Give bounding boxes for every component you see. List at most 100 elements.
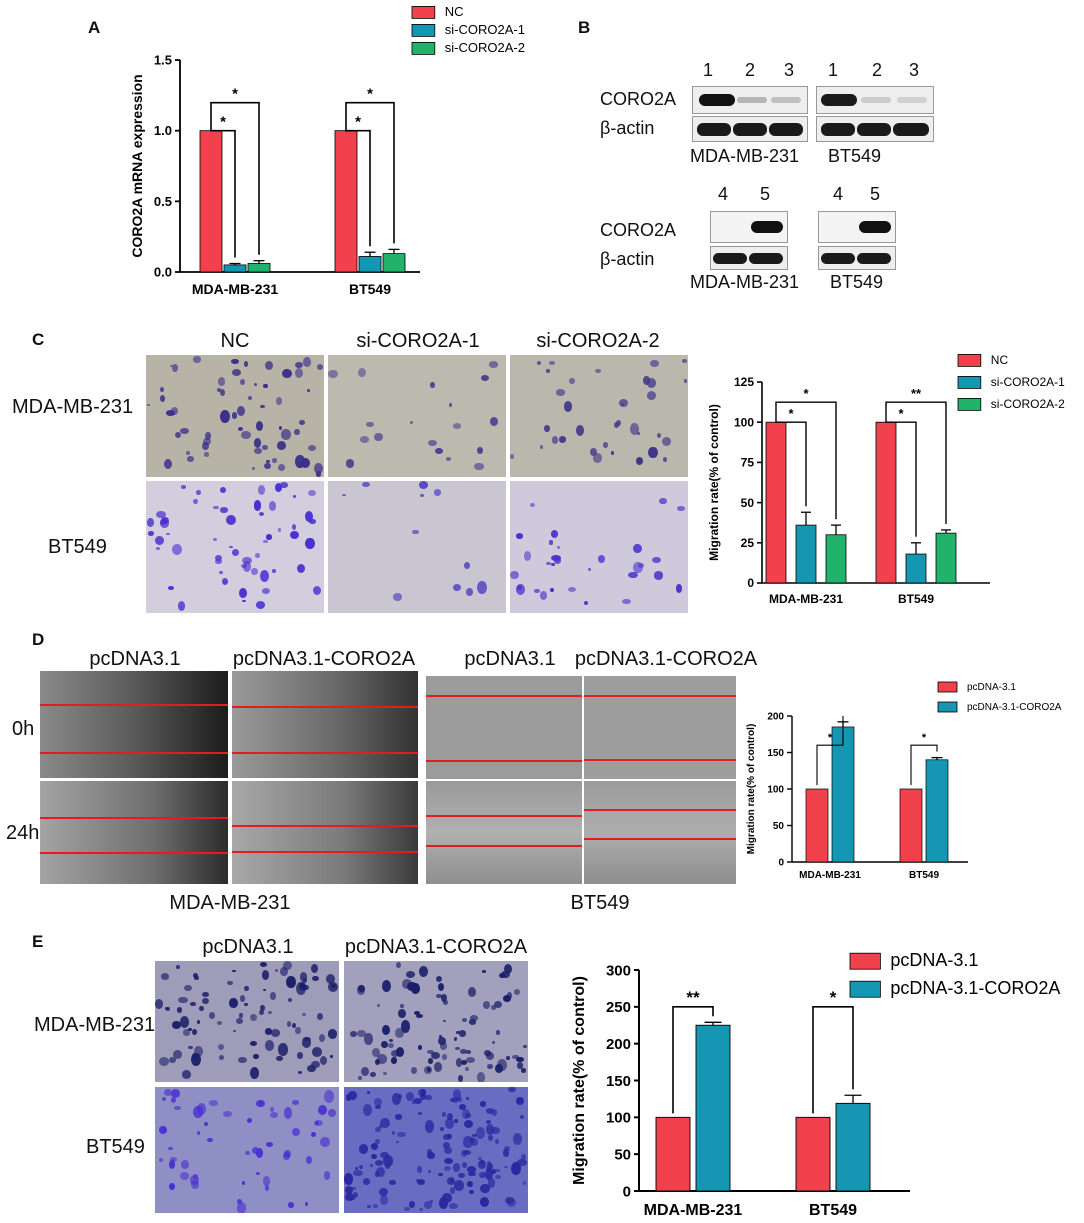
- bar: [805, 788, 829, 863]
- column-label: si-CORO2A-2: [536, 330, 660, 352]
- transwell-micrograph: [328, 481, 506, 613]
- y-tick-label: 50: [773, 821, 785, 832]
- bar: [382, 253, 406, 273]
- lane-number: 1: [703, 60, 714, 80]
- wound-image: [40, 781, 228, 884]
- significance-marker: *: [922, 732, 927, 744]
- y-tick-label: 25: [741, 536, 755, 550]
- y-axis-label: Migration rate(% of control): [746, 724, 757, 855]
- legend-swatch: [957, 353, 982, 367]
- blot-cell-label: MDA-MB-231: [690, 272, 800, 292]
- transwell-micrograph: [155, 961, 339, 1082]
- significance-marker: *: [803, 386, 809, 401]
- blot-strip: [818, 246, 896, 270]
- y-tick-label: 100: [767, 785, 784, 796]
- legend-label: NC: [991, 353, 1009, 367]
- blot-strip: [710, 211, 788, 243]
- column-label: pcDNA3.1-CORO2A: [344, 936, 528, 958]
- panel-letter-d: D: [32, 630, 45, 649]
- legend-label: si-CORO2A-1: [991, 375, 1065, 389]
- wound-image: [40, 671, 228, 778]
- lane-number: 3: [784, 60, 795, 80]
- significance-bracket: [775, 401, 837, 520]
- y-axis-label: Migration rate(% of control): [707, 404, 721, 561]
- legend-swatch: [849, 952, 881, 970]
- blot-strip: [818, 211, 896, 243]
- bar: [875, 421, 897, 584]
- bar: [765, 421, 787, 584]
- legend-swatch: [411, 23, 436, 37]
- transwell-micrograph: [510, 355, 688, 477]
- x-tick-label: MDA-MB-231: [799, 870, 861, 881]
- transwell-micrograph: [344, 1087, 528, 1213]
- bar: [825, 534, 847, 584]
- significance-marker: *: [788, 406, 794, 421]
- x-tick-label: BT549: [898, 592, 934, 606]
- cell-line-label: MDA-MB-231: [169, 892, 291, 914]
- blot-cell-label: BT549: [828, 146, 882, 166]
- lane-number: 1: [828, 60, 839, 80]
- legend-swatch: [937, 701, 958, 713]
- bar: [334, 130, 358, 273]
- blot-row-label: CORO2A: [600, 89, 677, 109]
- significance-bracket: [345, 126, 371, 247]
- y-tick-label: 300: [606, 962, 631, 979]
- bar: [835, 1102, 871, 1192]
- column-label: NC: [220, 330, 250, 352]
- lane-number: 2: [872, 60, 883, 80]
- row-label: 0h: [12, 718, 35, 740]
- chart-a: 0.0 0.5 1.0 1.5 CORO2A mRNA expression MDA-MB…: [129, 4, 525, 297]
- y-tick-label: 0: [747, 576, 754, 590]
- blot-strip: [692, 116, 808, 142]
- significance-marker: *: [232, 86, 238, 103]
- significance-marker: *: [220, 114, 226, 131]
- lane-number: 5: [760, 184, 771, 204]
- column-label: pcDNA3.1-CORO2A: [574, 648, 758, 670]
- column-label: pcDNA3.1-CORO2A: [232, 648, 416, 670]
- significance-bracket: [775, 418, 807, 507]
- blot-strip: [816, 86, 934, 114]
- legend-swatch: [849, 980, 881, 998]
- chart-d: 0 50 100 150 200 Migration rate(% of control)…: [746, 681, 1062, 881]
- chart-e: 0 50 100 150 200 250 300 Migration rate(% of co…: [571, 950, 1060, 1219]
- column-label: pcDNA3.1: [202, 936, 294, 958]
- bar: [223, 264, 247, 273]
- legend-label: pcDNA-3.1: [967, 682, 1016, 693]
- legend-swatch: [411, 42, 436, 55]
- x-tick-label: BT549: [809, 1202, 857, 1219]
- panel-letter-e: E: [32, 932, 44, 951]
- blot-row-label: β-actin: [600, 249, 655, 269]
- bar: [831, 726, 855, 863]
- legend-label: NC: [445, 4, 464, 19]
- panel-letter-a: A: [88, 18, 101, 37]
- y-tick-label: 100: [734, 415, 754, 429]
- y-axis-label: Migration rate(% of control): [571, 976, 588, 1185]
- significance-bracket: [910, 744, 938, 785]
- legend-label: pcDNA-3.1: [890, 950, 978, 970]
- significance-bracket: [812, 1006, 854, 1114]
- x-tick-label: BT549: [909, 870, 939, 881]
- wound-image: [584, 781, 736, 884]
- row-label: MDA-MB-231: [12, 396, 134, 418]
- legend-swatch: [957, 376, 982, 389]
- row-label: MDA-MB-231: [34, 1014, 156, 1036]
- bar: [358, 256, 382, 273]
- wound-image: [426, 781, 582, 884]
- row-label: BT549: [48, 536, 107, 558]
- y-axis-label: CORO2A mRNA expression: [129, 74, 145, 257]
- panel-letter-c: C: [32, 330, 45, 349]
- bar: [795, 524, 817, 584]
- transwell-micrograph: [344, 961, 528, 1082]
- blot-row-label: β-actin: [600, 118, 655, 138]
- legend-label: pcDNA-3.1-CORO2A: [967, 702, 1062, 713]
- wound-image: [232, 781, 418, 884]
- y-tick-label: 125: [734, 375, 754, 389]
- transwell-micrograph: [146, 355, 324, 477]
- legend-swatch: [411, 6, 436, 19]
- y-tick-label: 200: [767, 712, 784, 723]
- blot-strip: [710, 246, 788, 270]
- panel-letter-b: B: [578, 18, 591, 37]
- legend-label: si-CORO2A-2: [445, 40, 525, 55]
- y-tick-label: 150: [767, 748, 784, 759]
- blot-cell-label: BT549: [830, 272, 884, 292]
